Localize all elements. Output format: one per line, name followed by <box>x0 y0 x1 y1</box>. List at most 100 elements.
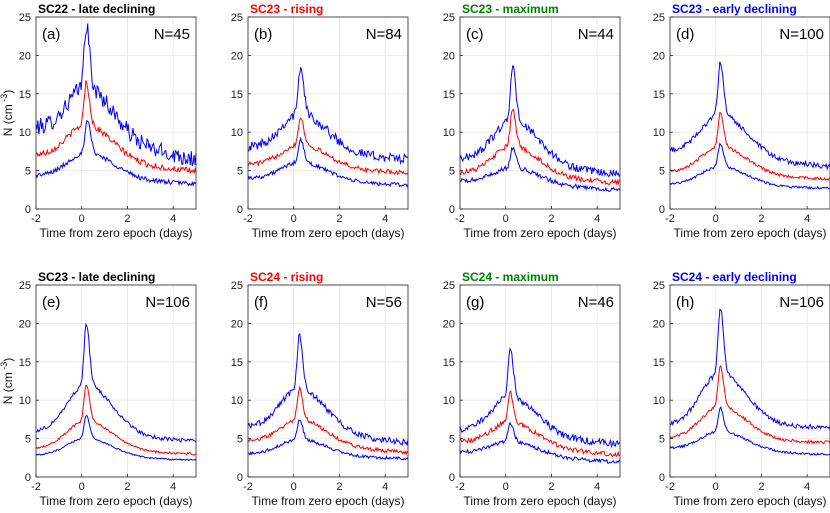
series-line-median <box>459 108 621 186</box>
x-tick-label: 0 <box>503 481 509 493</box>
panel-letter: (c) <box>466 26 484 43</box>
axes-frame <box>247 16 409 210</box>
y-tick-label: 15 <box>19 357 31 369</box>
axes-frame <box>35 16 197 210</box>
x-tick-label: 4 <box>382 481 388 493</box>
panel-title: SC23 - late declining <box>38 270 155 284</box>
sample-count-label: N=100 <box>779 26 824 43</box>
y-tick-label: 15 <box>653 357 665 369</box>
panel-a: SC22 - late declining-2 0 2 40510152025Time… <box>0 2 197 240</box>
y-tick-label: 5 <box>237 166 243 178</box>
series-line-median <box>459 390 621 458</box>
y-tick-label: 20 <box>19 318 31 330</box>
axes-frame <box>459 284 621 478</box>
x-tick-label: -2 <box>665 481 675 493</box>
panel-title: SC24 - maximum <box>462 270 559 284</box>
panel-letter: (b) <box>254 26 272 43</box>
x-tick-label: -2 <box>243 213 253 225</box>
x-axis-label: Time from zero epoch (days) <box>252 494 405 508</box>
x-tick-label: 2 <box>336 481 342 493</box>
sample-count-label: N=46 <box>578 294 614 311</box>
axes-frame <box>247 284 409 478</box>
sample-count-label: N=44 <box>578 26 614 43</box>
y-tick-label: 15 <box>231 357 243 369</box>
series-line-median <box>669 111 830 182</box>
panel-title: SC23 - rising <box>250 2 323 16</box>
y-tick-label: 25 <box>653 280 665 292</box>
y-tick-label: 25 <box>19 280 31 292</box>
series-line-lower <box>459 146 621 192</box>
axes-frame <box>669 16 830 210</box>
y-tick-label: 15 <box>231 89 243 101</box>
y-tick-label: 20 <box>231 50 243 62</box>
x-tick-label: -2 <box>455 213 465 225</box>
x-tick-label: -2 <box>31 213 41 225</box>
y-tick-label: 25 <box>443 280 455 292</box>
y-tick-label: 15 <box>653 89 665 101</box>
y-tick-label: 0 <box>25 472 31 484</box>
series-line-median <box>35 385 197 456</box>
x-tick-label: 2 <box>758 213 764 225</box>
series-line-upper <box>247 67 409 166</box>
panel-letter: (g) <box>466 294 484 311</box>
panel-title: SC23 - early declining <box>672 2 797 16</box>
x-tick-label: 4 <box>804 481 810 493</box>
x-tick-label: 4 <box>594 213 600 225</box>
x-axis-label: Time from zero epoch (days) <box>464 494 617 508</box>
y-tick-label: 20 <box>19 50 31 62</box>
x-tick-label: 2 <box>124 213 130 225</box>
sample-count-label: N=56 <box>366 294 402 311</box>
y-tick-label: 20 <box>443 50 455 62</box>
x-tick-label: -2 <box>455 481 465 493</box>
y-tick-label: 0 <box>449 204 455 216</box>
x-tick-label: 2 <box>758 481 764 493</box>
x-axis-label: Time from zero epoch (days) <box>252 226 405 240</box>
y-tick-label: 5 <box>25 434 31 446</box>
x-tick-label: -2 <box>31 481 41 493</box>
y-tick-label: 10 <box>443 127 455 139</box>
series-line-upper <box>35 322 197 443</box>
series-line-upper <box>247 332 409 446</box>
sample-count-label: N=45 <box>154 26 190 43</box>
x-tick-label: 4 <box>382 213 388 225</box>
y-tick-label: 10 <box>19 395 31 407</box>
panel-e: SC23 - late declining-2 0 2 40510152025Time… <box>0 270 197 508</box>
y-tick-label: 15 <box>443 89 455 101</box>
x-tick-label: 0 <box>503 213 509 225</box>
series-line-lower <box>669 142 830 190</box>
y-tick-label: 0 <box>659 472 665 484</box>
panel-title: SC22 - late declining <box>38 2 155 16</box>
y-tick-label: 5 <box>449 434 455 446</box>
y-tick-label: 20 <box>443 318 455 330</box>
x-tick-label: 4 <box>170 481 176 493</box>
y-tick-label: 25 <box>231 280 243 292</box>
x-tick-label: 4 <box>594 481 600 493</box>
y-tick-label: 20 <box>653 318 665 330</box>
y-tick-label: 0 <box>449 472 455 484</box>
panel-title: SC24 - rising <box>250 270 323 284</box>
series-line-median <box>247 117 409 176</box>
x-tick-label: 2 <box>124 481 130 493</box>
x-tick-label: 0 <box>291 481 297 493</box>
y-tick-label: 20 <box>231 318 243 330</box>
panel-title: SC23 - maximum <box>462 2 559 16</box>
y-tick-label: 5 <box>659 434 665 446</box>
x-tick-label: 0 <box>713 481 719 493</box>
sample-count-label: N=106 <box>145 294 190 311</box>
y-tick-label: 10 <box>19 127 31 139</box>
panel-letter: (f) <box>254 294 268 311</box>
series-line-lower <box>35 414 197 462</box>
y-tick-label: 5 <box>25 166 31 178</box>
y-tick-label: 0 <box>25 204 31 216</box>
y-tick-label: 25 <box>231 12 243 24</box>
y-tick-label: 10 <box>231 395 243 407</box>
x-tick-label: 2 <box>548 213 554 225</box>
x-tick-label: 0 <box>713 213 719 225</box>
panel-letter: (h) <box>676 294 694 311</box>
y-tick-label: 5 <box>659 166 665 178</box>
y-tick-label: 0 <box>237 472 243 484</box>
panel-title: SC24 - early declining <box>672 270 797 284</box>
